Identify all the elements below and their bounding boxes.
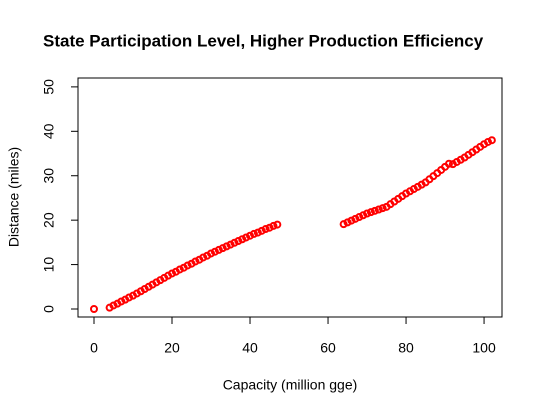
point xyxy=(366,208,375,217)
point xyxy=(125,293,134,302)
y-axis-label: Distance (miles) xyxy=(6,147,22,247)
point xyxy=(168,269,177,278)
y-tick-label: 20 xyxy=(41,212,57,228)
x-tick-label: 100 xyxy=(472,340,496,356)
point xyxy=(343,218,352,227)
chart-title: State Participation Level, Higher Produc… xyxy=(43,31,484,50)
plot-box xyxy=(77,77,503,318)
point xyxy=(355,213,364,222)
point xyxy=(378,204,387,213)
point xyxy=(234,237,243,246)
point xyxy=(214,245,223,254)
x-tick-label: 20 xyxy=(164,340,180,356)
point xyxy=(444,159,453,168)
point xyxy=(226,240,235,249)
point xyxy=(253,228,262,237)
point xyxy=(183,261,192,270)
point xyxy=(199,253,208,262)
point xyxy=(261,225,270,234)
point xyxy=(117,297,126,306)
point xyxy=(210,247,219,256)
point xyxy=(175,265,184,274)
x-tick-label: 80 xyxy=(398,340,414,356)
point xyxy=(370,206,379,215)
x-tick-label: 0 xyxy=(90,340,98,356)
point xyxy=(269,221,278,230)
point xyxy=(273,220,282,229)
point xyxy=(222,242,231,251)
point xyxy=(339,220,348,229)
x-axis-label: Capacity (million gge) xyxy=(223,377,358,393)
point xyxy=(230,238,239,247)
point xyxy=(249,229,258,238)
point xyxy=(246,231,255,240)
y-tick-label: 40 xyxy=(41,123,57,139)
point xyxy=(487,136,496,145)
y-tick-label: 0 xyxy=(41,305,57,313)
point xyxy=(218,244,227,253)
y-tick-label: 10 xyxy=(41,257,57,273)
point xyxy=(363,209,372,218)
point xyxy=(238,235,247,244)
point xyxy=(483,137,492,146)
point xyxy=(242,233,251,242)
point xyxy=(207,249,216,258)
point xyxy=(374,205,383,214)
point xyxy=(359,211,368,220)
point xyxy=(265,223,274,232)
x-tick-label: 60 xyxy=(320,340,336,356)
point xyxy=(347,216,356,225)
point xyxy=(109,301,118,310)
point xyxy=(257,226,266,235)
point xyxy=(191,257,200,266)
y-tick-label: 30 xyxy=(41,168,57,184)
x-tick-label: 40 xyxy=(242,340,258,356)
y-tick-label: 50 xyxy=(41,79,57,95)
point xyxy=(89,305,98,314)
point xyxy=(351,214,360,223)
